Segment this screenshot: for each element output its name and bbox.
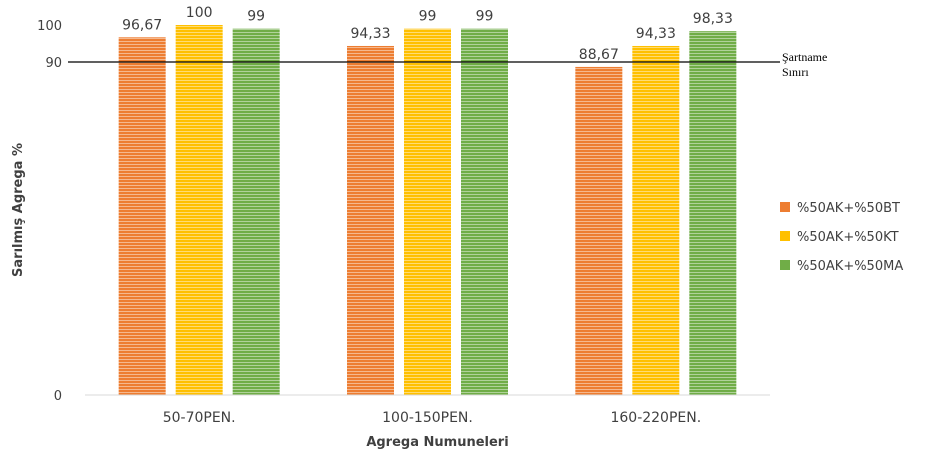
y-tick-label: 90 [45,56,62,71]
data-label: 88,67 [579,47,619,63]
reference-line-label: Sınırı [782,65,809,79]
bar-2-2 [404,28,451,395]
data-label: 98,33 [693,11,733,27]
bar-2-3 [632,45,680,395]
x-axis-title: Agrega Numuneleri [366,435,508,450]
data-label: 100 [186,5,213,21]
x-tick-label: 100-150PEN. [382,410,473,426]
x-tick-label: 160-220PEN. [610,410,701,426]
y-tick-label: 0 [54,389,62,404]
legend-label: %50AK+%50MA [797,259,903,274]
reference-line-label: Şartname [782,50,827,64]
bar-3-3 [689,31,737,395]
bar-1-3 [575,66,623,396]
legend-label: %50AK+%50KT [797,230,899,245]
bar-1-1 [118,37,166,396]
bar-1-2 [347,45,394,395]
legend-swatch [780,231,790,241]
legend-swatch [780,202,790,212]
x-tick-label: 50-70PEN. [163,410,236,426]
y-tick-label: 100 [37,19,62,34]
data-label: 94,33 [636,26,676,42]
bar-3-1 [232,28,280,395]
data-label: 99 [419,9,437,25]
legend-label: %50AK+%50BT [797,201,900,216]
legend-swatch [780,260,790,270]
data-label: 99 [247,9,265,25]
y-axis-title: Sarılmış Agrega % [11,143,26,277]
data-label: 96,67 [122,17,162,33]
bar-3-2 [461,28,508,395]
bar-2-1 [175,25,223,395]
data-label: 94,33 [350,26,390,42]
data-label: 99 [476,9,494,25]
